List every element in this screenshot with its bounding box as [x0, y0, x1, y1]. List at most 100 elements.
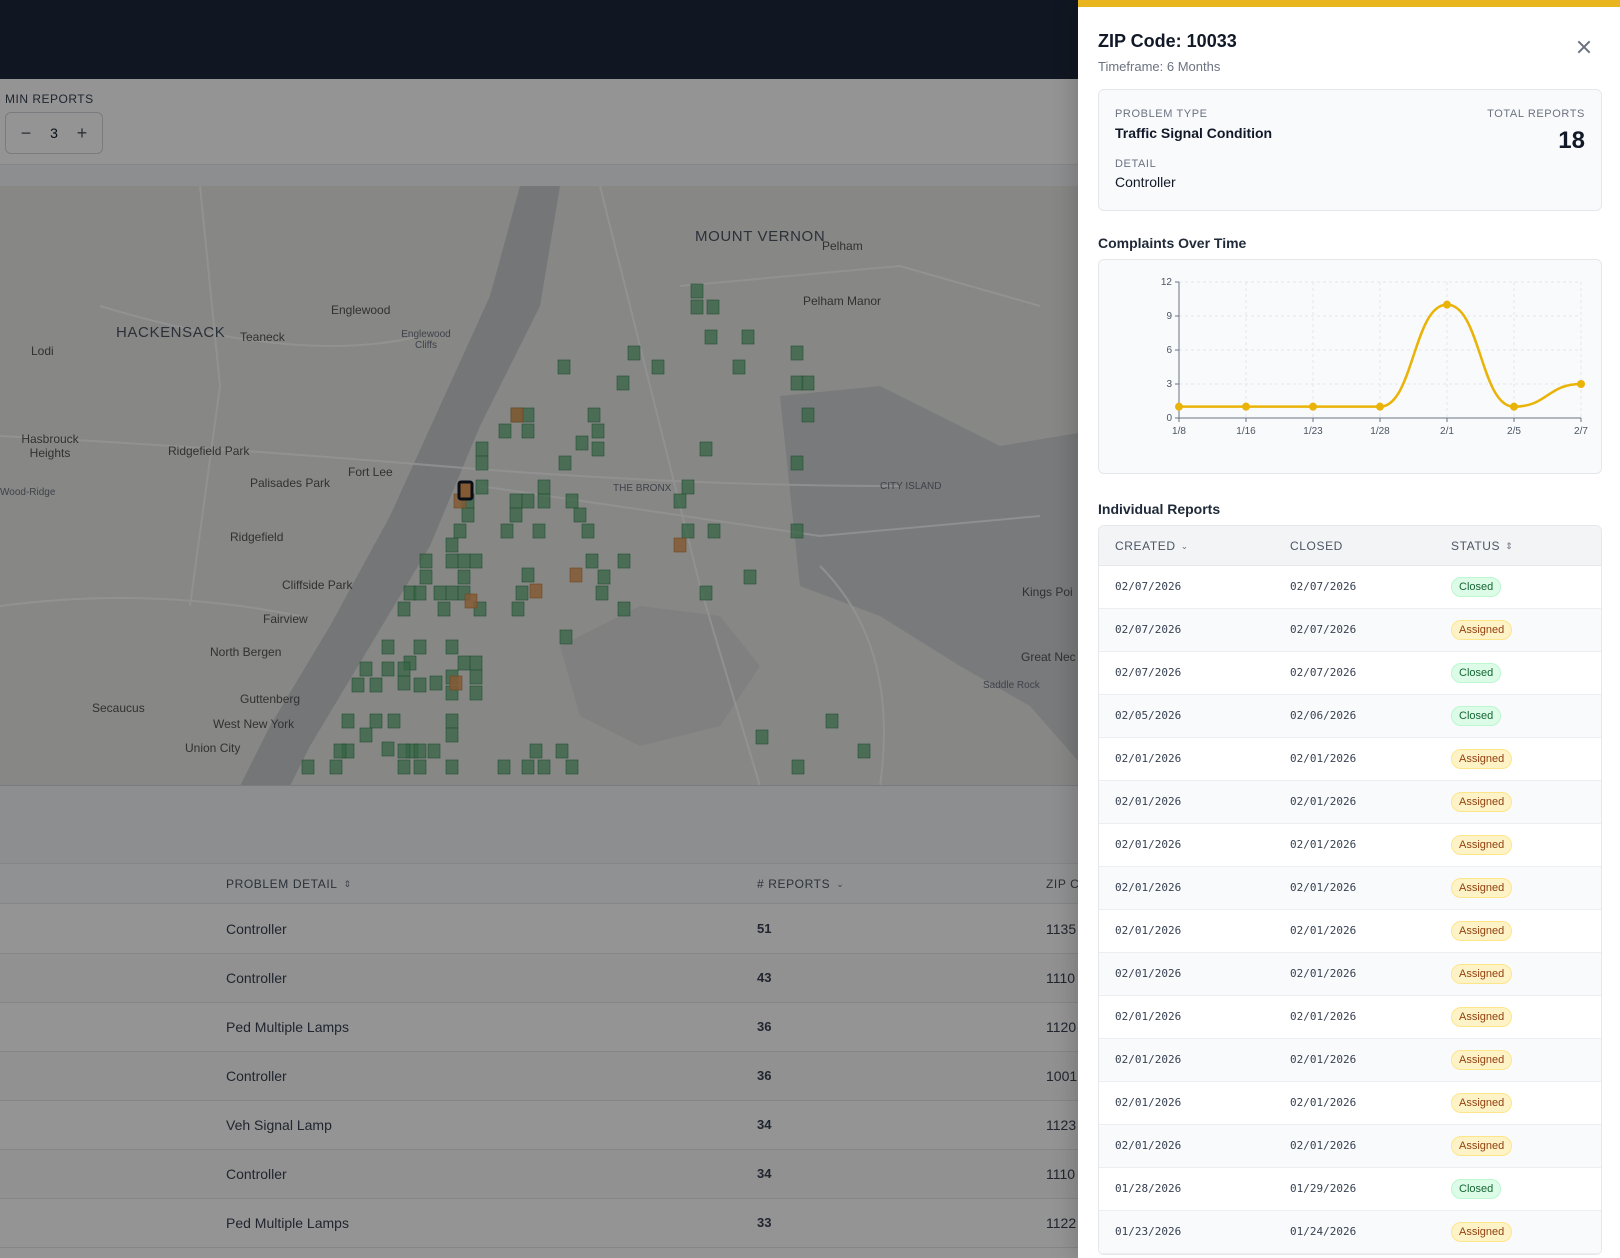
heatmap-cell[interactable] — [587, 407, 601, 423]
heatmap-cell[interactable] — [673, 493, 687, 509]
heatmap-cell[interactable] — [475, 479, 489, 495]
heatmap-cell[interactable] — [627, 345, 641, 361]
heatmap-cell[interactable] — [617, 601, 631, 617]
min-reports-value[interactable]: 3 — [50, 125, 58, 141]
report-row[interactable]: 02/01/2026 02/01/2026 Assigned — [1099, 867, 1601, 910]
heatmap-cell[interactable] — [557, 359, 571, 375]
heatmap-cell[interactable] — [381, 639, 395, 655]
heatmap-cell[interactable] — [681, 523, 695, 539]
report-row[interactable]: 02/07/2026 02/07/2026 Assigned — [1099, 609, 1601, 652]
heatmap-cell[interactable] — [581, 523, 595, 539]
heatmap-cell[interactable] — [673, 537, 687, 553]
report-row[interactable]: 02/01/2026 02/01/2026 Assigned — [1099, 953, 1601, 996]
heatmap-cell[interactable] — [469, 685, 483, 701]
table-row[interactable]: Ped Multiple Lamps 36 1120 — [0, 1003, 1620, 1052]
heatmap-cell[interactable] — [591, 441, 605, 457]
heatmap-cell[interactable] — [790, 345, 804, 361]
heatmap-cell[interactable] — [369, 677, 383, 693]
heatmap-cell[interactable] — [419, 553, 433, 569]
table-row[interactable]: Veh Signal Lamp 34 1123 — [0, 1101, 1620, 1150]
report-row[interactable]: 02/07/2026 02/07/2026 Closed — [1099, 566, 1601, 609]
heatmap-cell[interactable] — [575, 435, 589, 451]
heatmap-cell[interactable] — [521, 567, 535, 583]
heatmap-cell[interactable] — [707, 523, 721, 539]
heatmap-cell[interactable] — [413, 677, 427, 693]
heatmap-cell[interactable] — [521, 423, 535, 439]
heatmap-cell[interactable] — [461, 507, 475, 523]
heatmap-cell[interactable] — [681, 479, 695, 495]
heatmap-cell[interactable] — [498, 423, 512, 439]
heatmap-cell[interactable] — [511, 601, 525, 617]
heatmap-cell[interactable] — [755, 729, 769, 745]
heatmap-cell[interactable] — [569, 567, 583, 583]
report-row[interactable]: 02/01/2026 02/01/2026 Assigned — [1099, 1082, 1601, 1125]
heatmap-cell[interactable] — [690, 283, 704, 299]
heatmap-cell[interactable] — [449, 675, 463, 691]
heatmap-cell[interactable] — [597, 569, 611, 585]
heatmap-cell[interactable] — [381, 741, 395, 757]
heatmap-cell[interactable] — [453, 523, 467, 539]
heatmap-cell[interactable] — [469, 669, 483, 685]
heatmap-cell[interactable] — [359, 727, 373, 743]
heatmap-cell[interactable] — [464, 593, 478, 609]
heatmap-cell[interactable] — [381, 661, 395, 677]
heatmap-cell[interactable] — [445, 759, 459, 775]
heatmap-cell[interactable] — [413, 585, 427, 601]
heatmap-cell[interactable] — [743, 569, 757, 585]
heatmap-cell[interactable] — [555, 743, 569, 759]
decrement-button[interactable]: − — [20, 122, 32, 143]
report-row[interactable]: 01/28/2026 01/29/2026 Closed — [1099, 1168, 1601, 1211]
heatmap-cell[interactable] — [497, 759, 511, 775]
heatmap-cell[interactable] — [445, 537, 459, 553]
heatmap-cell[interactable] — [690, 299, 704, 315]
heatmap-cell[interactable] — [651, 359, 665, 375]
heatmap-cell[interactable] — [433, 585, 447, 601]
heatmap-cell[interactable] — [341, 713, 355, 729]
column-header-created[interactable]: CREATED ⌄ — [1115, 539, 1189, 553]
heatmap-cell[interactable] — [825, 713, 839, 729]
heatmap-cell[interactable] — [445, 727, 459, 743]
heatmap-cell[interactable] — [857, 743, 871, 759]
heatmap-cell[interactable] — [565, 759, 579, 775]
heatmap-cell[interactable] — [413, 759, 427, 775]
heatmap-layer[interactable] — [0, 186, 1620, 786]
heatmap-cell[interactable] — [521, 493, 535, 509]
report-row[interactable]: 02/07/2026 02/07/2026 Closed — [1099, 652, 1601, 695]
report-row[interactable]: 02/01/2026 02/01/2026 Assigned — [1099, 910, 1601, 953]
increment-button[interactable]: + — [76, 122, 88, 143]
heatmap-cell[interactable] — [429, 675, 443, 691]
heatmap-cell[interactable] — [509, 507, 523, 523]
heatmap-cell[interactable] — [469, 553, 483, 569]
heatmap-cell[interactable] — [397, 601, 411, 617]
heatmap-cell[interactable] — [500, 523, 514, 539]
table-row[interactable]: Ped Multiple Lamps 33 1122 — [0, 1199, 1620, 1248]
report-row[interactable]: 02/01/2026 02/01/2026 Assigned — [1099, 738, 1601, 781]
heatmap-cell[interactable] — [573, 507, 587, 523]
heatmap-cell[interactable] — [529, 743, 543, 759]
heatmap-cell[interactable] — [333, 743, 347, 759]
heatmap-cell[interactable] — [801, 407, 815, 423]
table-row[interactable]: Controller 51 1135 — [0, 905, 1620, 954]
report-row[interactable]: 02/01/2026 02/01/2026 Assigned — [1099, 824, 1601, 867]
column-header-status[interactable]: STATUS ⇕ — [1451, 539, 1513, 553]
heatmap-cell[interactable] — [532, 523, 546, 539]
heatmap-cell[interactable] — [413, 743, 427, 759]
heatmap-cell[interactable] — [397, 743, 411, 759]
column-header-closed[interactable]: CLOSED — [1290, 539, 1343, 553]
heatmap-cell[interactable] — [419, 569, 433, 585]
heatmap-cell[interactable] — [585, 553, 599, 569]
heatmap-cell[interactable] — [475, 455, 489, 471]
heatmap-cell[interactable] — [790, 523, 804, 539]
heatmap-cell[interactable] — [457, 569, 471, 585]
heatmap-cell[interactable] — [591, 423, 605, 439]
heatmap-cell[interactable] — [706, 299, 720, 315]
heatmap-cell[interactable] — [397, 675, 411, 691]
heatmap-cell[interactable] — [397, 759, 411, 775]
selected-heatmap-cell[interactable] — [457, 480, 474, 501]
min-reports-stepper[interactable]: − 3 + — [5, 112, 103, 154]
heatmap-cell[interactable] — [369, 713, 383, 729]
heatmap-cell[interactable] — [521, 759, 535, 775]
heatmap-cell[interactable] — [791, 759, 805, 775]
report-row[interactable]: 02/01/2026 02/01/2026 Assigned — [1099, 996, 1601, 1039]
heatmap-cell[interactable] — [732, 359, 746, 375]
